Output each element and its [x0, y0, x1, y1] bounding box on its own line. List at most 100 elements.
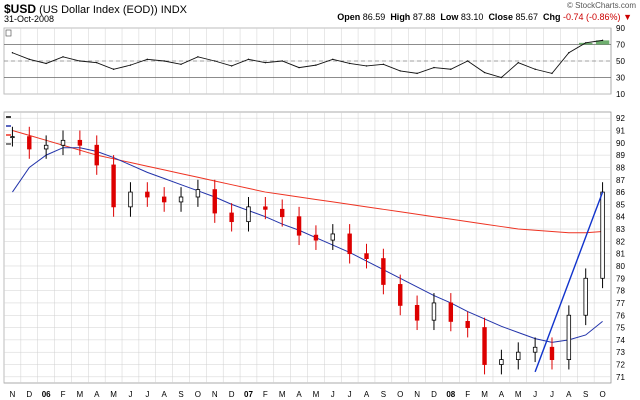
x-tick-label: D — [229, 390, 235, 399]
x-tick-label: S — [178, 390, 183, 399]
rsi-point — [382, 63, 385, 65]
x-tick-label: J — [145, 390, 149, 399]
x-tick-label: J — [550, 390, 554, 399]
price-y-tick-label: 84 — [616, 213, 625, 222]
price-bar-body — [212, 189, 217, 214]
price-y-tick-label: 73 — [616, 348, 625, 357]
rsi-point — [315, 64, 317, 66]
rsi-point — [433, 66, 435, 69]
price-bar-body — [499, 359, 504, 365]
x-tick-label: S — [583, 390, 588, 399]
price-bar-body — [246, 206, 251, 223]
rsi-point — [79, 60, 81, 62]
chg-label: Chg — [543, 12, 561, 22]
x-tick-label: A — [296, 390, 302, 399]
close-label: Close — [488, 12, 513, 22]
rsi-point — [230, 65, 233, 67]
rsi-point — [365, 65, 368, 67]
open-label: Open — [337, 12, 361, 22]
quote-summary: Open 86.59 High 87.88 Low 83.10 Close 85… — [337, 12, 632, 22]
x-tick-label: S — [381, 390, 386, 399]
x-tick-label: M — [481, 390, 488, 399]
price-bar-body — [263, 206, 268, 210]
rsi-y-tick-label: 70 — [616, 41, 625, 50]
price-bar-body — [330, 233, 335, 241]
rsi-overbought-fill — [595, 40, 610, 45]
price-bar-body — [111, 164, 116, 208]
price-bar-body — [566, 314, 572, 360]
price-y-tick-label: 82 — [616, 237, 625, 246]
rsi-point — [348, 62, 351, 65]
price-bar-body — [280, 208, 285, 218]
rsi-point — [112, 68, 115, 70]
price-y-tick-label: 83 — [616, 225, 625, 234]
rsi-point — [568, 52, 570, 54]
rsi-point — [298, 66, 300, 69]
price-bar-body — [161, 196, 167, 203]
price-bar-body — [145, 191, 150, 198]
price-bar-body — [381, 258, 386, 285]
rsi-point — [332, 58, 334, 61]
price-bar-body — [10, 136, 15, 139]
price-bar-body — [549, 346, 555, 360]
price-y-tick-label: 75 — [616, 324, 625, 333]
x-tick-label: 07 — [244, 390, 253, 399]
price-y-tick-label: 85 — [616, 200, 625, 209]
x-tick-label: M — [110, 390, 117, 399]
price-bar-body — [94, 144, 99, 166]
close-value: 85.67 — [515, 12, 538, 22]
price-bar-body — [364, 253, 369, 259]
x-tick-label: M — [279, 390, 286, 399]
watermark: © StockCharts.com — [566, 1, 636, 10]
price-bar-body — [296, 216, 302, 236]
rsi-panel: 10 30 50 70 90 — [3, 24, 625, 99]
ma50-line — [12, 147, 603, 343]
rsi-y-tick-label: 30 — [616, 74, 625, 83]
price-y-tick-label: 87 — [616, 176, 625, 185]
price-bar-body — [482, 327, 487, 365]
x-tick-label: J — [348, 390, 352, 399]
price-bar-body — [600, 191, 605, 279]
x-tick-label: J — [533, 390, 537, 399]
x-tick-label: O — [599, 390, 605, 399]
rsi-overbought-fill — [578, 42, 593, 45]
x-tick-label: M — [313, 390, 320, 399]
rsi-point — [399, 70, 401, 72]
chart-title: $USD (US Dollar Index (EOD)) INDX — [4, 2, 187, 16]
rsi-point — [517, 61, 519, 64]
rsi-point — [129, 64, 132, 66]
price-bar-body — [27, 136, 32, 150]
rsi-point — [585, 42, 587, 44]
x-tick-label: F — [263, 390, 268, 399]
rsi-line — [12, 39, 603, 79]
rsi-point — [551, 72, 553, 75]
price-y-tick-label: 79 — [616, 274, 625, 283]
exchange-label: INDX — [160, 4, 187, 16]
price-y-tick-label: 76 — [616, 311, 625, 320]
rsi-point — [500, 76, 503, 79]
chg-down-icon: ▼ — [623, 12, 632, 22]
rsi-point — [483, 71, 486, 74]
price-y-tick-label: 81 — [616, 250, 625, 259]
price-bar-body — [414, 304, 420, 321]
x-tick-label: A — [364, 390, 370, 399]
rsi-point — [264, 61, 267, 64]
rsi-point — [247, 58, 250, 61]
x-tick-label: A — [566, 390, 572, 399]
rsi-point — [96, 61, 98, 64]
x-tick-label: M — [77, 390, 84, 399]
rsi-point — [62, 56, 64, 58]
rsi-point — [163, 60, 165, 62]
price-bar-body — [313, 234, 319, 241]
x-tick-label: M — [515, 390, 522, 399]
price-bar-body — [516, 351, 521, 360]
x-tick-label: A — [94, 390, 100, 399]
high-value: 87.88 — [412, 12, 436, 22]
rsi-point — [534, 68, 536, 70]
price-bar-body — [398, 284, 403, 306]
rsi-point — [281, 60, 283, 62]
open-value: 86.59 — [362, 12, 386, 22]
rsi-y-tick-label: 50 — [616, 57, 625, 66]
price-bar-body — [195, 189, 201, 198]
